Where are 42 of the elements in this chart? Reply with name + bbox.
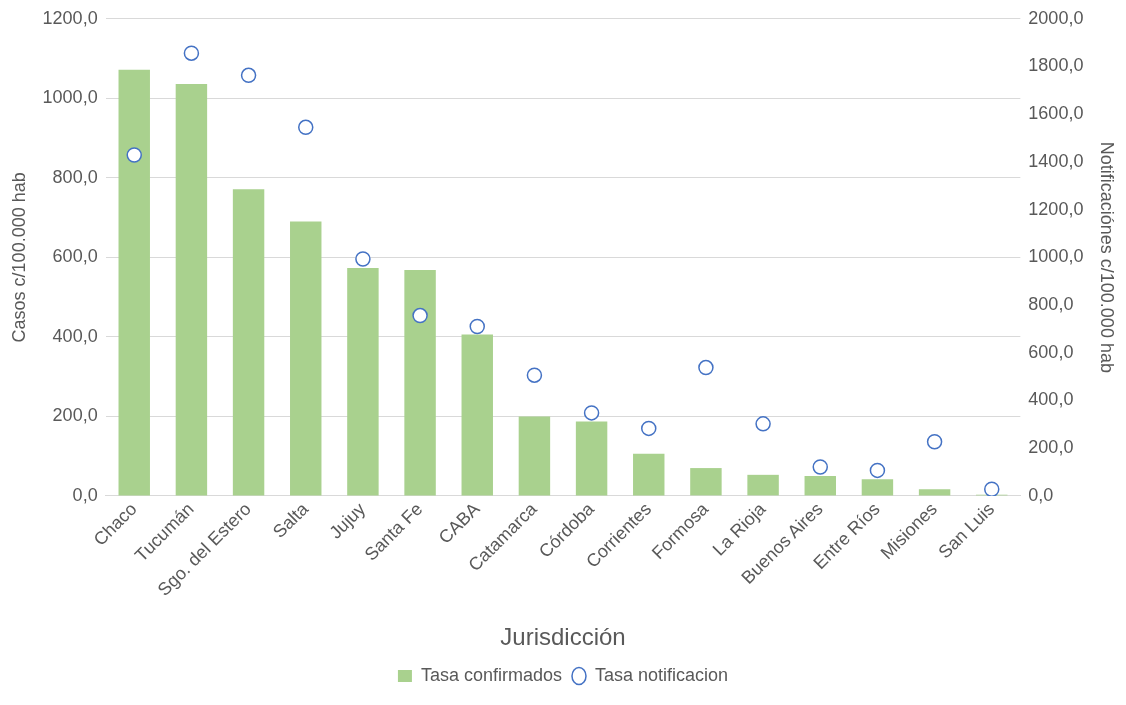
y2-tick-label: 600,0	[1028, 341, 1074, 362]
y-tick-label: 0,0	[72, 484, 98, 505]
y2-tick-label: 200,0	[1028, 437, 1074, 458]
point	[355, 251, 371, 267]
y-tick-label: 800,0	[52, 166, 98, 187]
y2-tick-label: 1400,0	[1028, 150, 1084, 171]
y-tick-label: 1000,0	[42, 87, 98, 108]
y2-tick-label: 2000,0	[1028, 7, 1084, 28]
y2-tick-label: 1600,0	[1028, 103, 1084, 124]
point	[126, 147, 142, 163]
bar	[804, 476, 836, 496]
bar	[118, 69, 150, 496]
y2-tick-label: 1200,0	[1028, 198, 1084, 219]
bar	[918, 489, 951, 496]
bar	[175, 84, 208, 496]
y-tick-label: 600,0	[52, 246, 98, 267]
bar	[747, 474, 779, 496]
y2-tick-label: 800,0	[1028, 294, 1074, 315]
bar	[290, 221, 322, 496]
point	[412, 307, 428, 324]
bar	[575, 421, 608, 496]
x-axis-title: Jurisdicción	[500, 623, 626, 651]
bar	[690, 468, 722, 496]
y2-tick-label: 0,0	[1028, 484, 1054, 505]
legend-label: Tasa notificacion	[594, 664, 729, 685]
bar	[461, 334, 493, 496]
bar	[518, 416, 551, 496]
y-tick-label: 400,0	[52, 325, 98, 346]
bar	[404, 270, 436, 496]
y-axis-title: Casos c/100.000 hab	[8, 172, 29, 343]
y2-tick-label: 1800,0	[1028, 55, 1084, 76]
bar	[232, 189, 265, 496]
bar	[347, 268, 379, 496]
y-tick-label: 1200,0	[42, 7, 98, 28]
bar	[633, 453, 665, 496]
y2-tick-label: 400,0	[1028, 389, 1074, 410]
y2-axis-title: Notificaciónes c/100.000 hab	[1097, 141, 1118, 373]
legend-label: Tasa confirmados	[420, 664, 563, 685]
bar	[861, 479, 894, 496]
point	[583, 405, 600, 421]
y2-tick-label: 1000,0	[1028, 246, 1084, 267]
y-tick-label: 200,0	[52, 405, 98, 426]
